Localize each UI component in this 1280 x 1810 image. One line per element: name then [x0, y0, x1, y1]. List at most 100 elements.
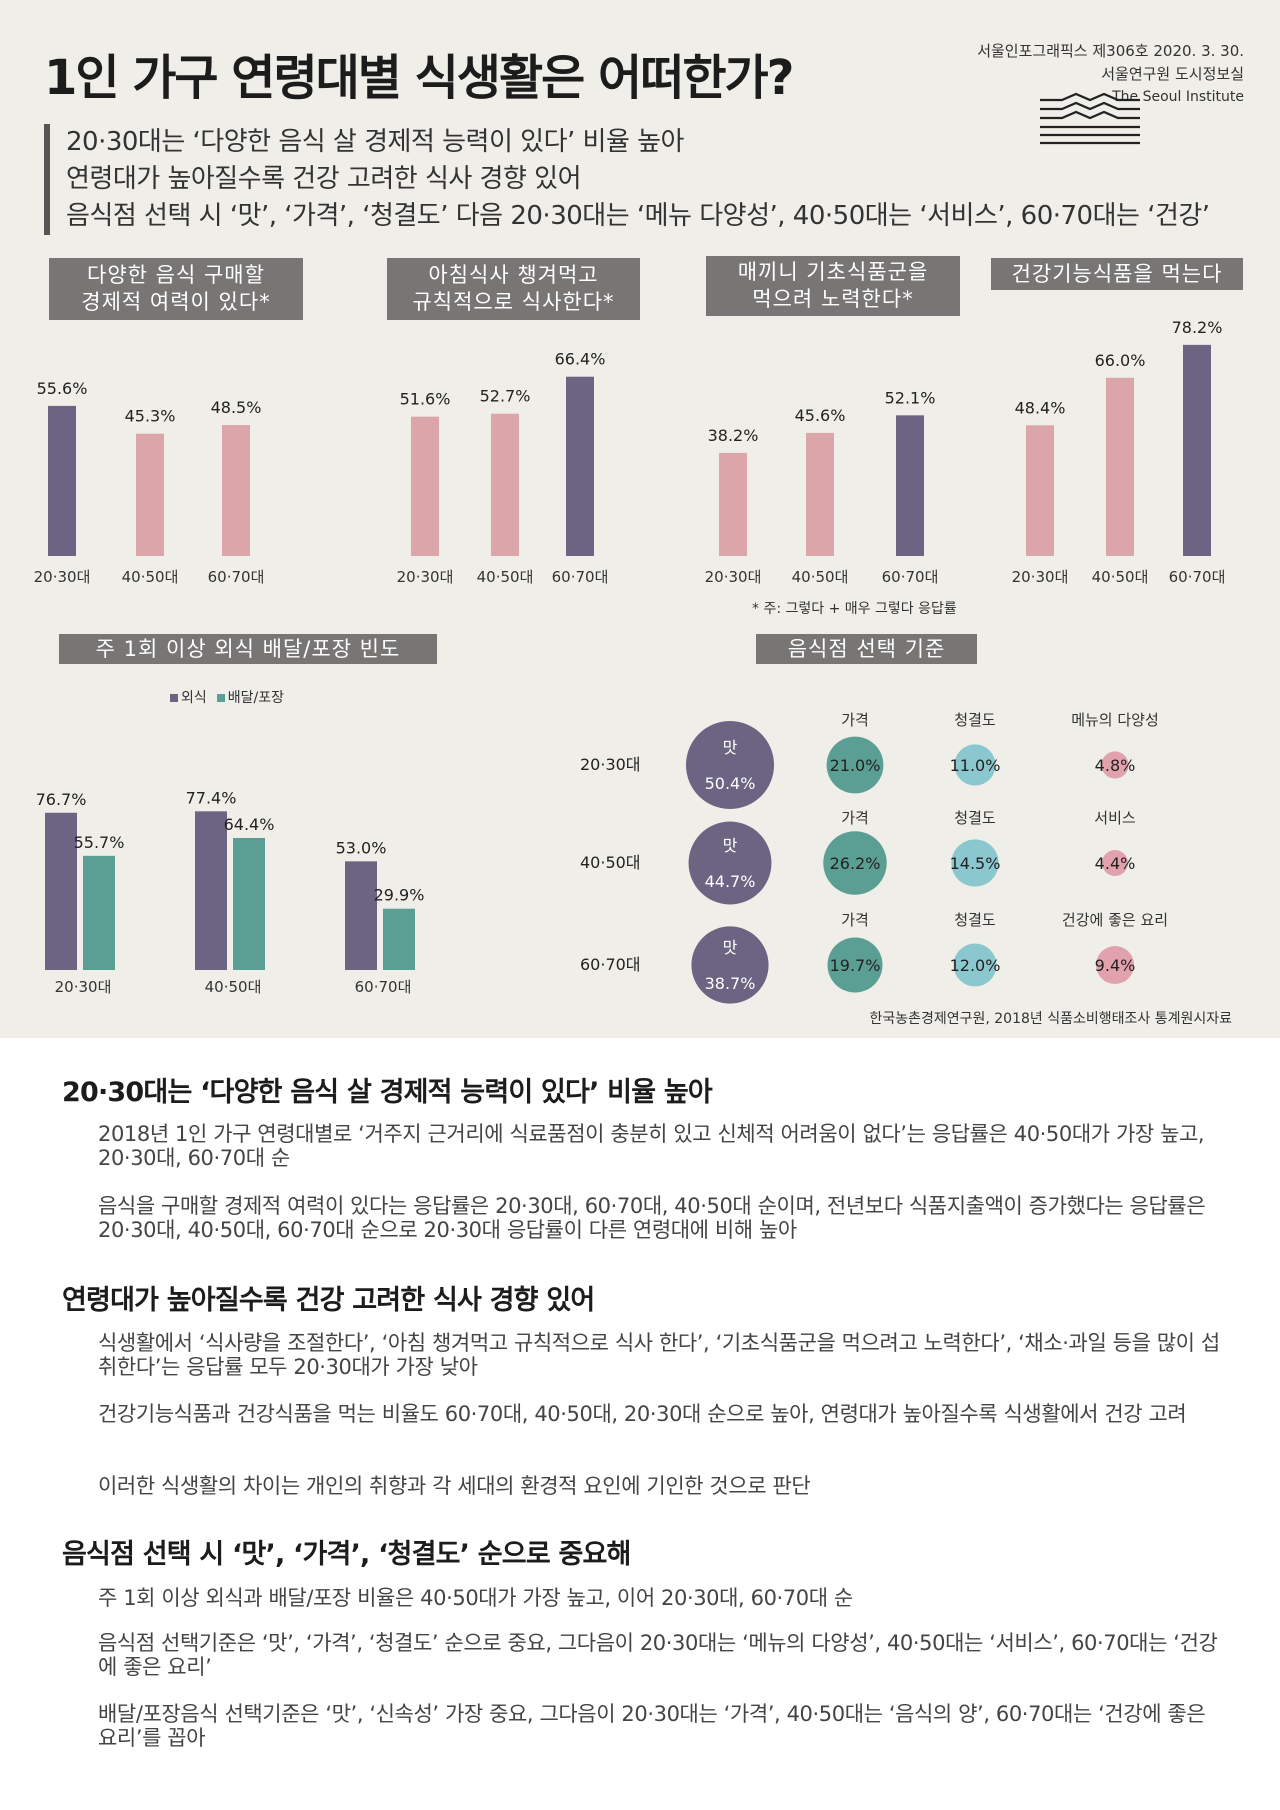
paragraph: 음식을 구매할 경제적 여력이 있다는 응답률은 20·30대, 60·70대,…	[98, 1194, 1206, 1242]
tick-label: 20·30대	[55, 978, 112, 996]
bar-delivery	[383, 908, 415, 970]
source-note: 한국농촌경제연구원, 2018년 식품소비행태조사 통계원시자료	[869, 1011, 1232, 1027]
bubble	[953, 943, 997, 987]
data-label: 48.5%	[211, 398, 262, 417]
paragraph: 2018년 1인 가구 연령대별로 ‘거주지 근거리에 식료품점이 충분히 있고…	[98, 1122, 1205, 1170]
paragraph: 배달/포장음식 선택기준은 ‘맛’, ‘신속성’ 가장 중요, 그다음이 20·…	[98, 1702, 1206, 1750]
bubble	[1101, 849, 1129, 877]
bubble-name: 건강에 좋은 요리	[1062, 911, 1168, 929]
data-label: 51.6%	[400, 390, 451, 409]
department: 서울연구원 도시정보실	[1101, 65, 1244, 83]
page-title: 1인 가구 연령대별 식생활은 어떠한가?	[44, 50, 794, 106]
chart-note: * 주: 그렇다 + 매우 그렇다 응답률	[752, 601, 957, 617]
summary-line: 음식점 선택 시 ‘맛’, ‘가격’, ‘청결도’ 다음 20·30대는 ‘메뉴…	[66, 201, 1210, 231]
paragraph: 주 1회 이상 외식과 배달/포장 비율은 40·50대가 가장 높고, 이어 …	[98, 1586, 853, 1610]
data-label: 55.6%	[37, 379, 88, 398]
chart-title-health-supplements: 건강기능식품을 먹는다	[991, 258, 1243, 290]
tick-label: 60·70대	[355, 978, 412, 996]
data-label: 38.2%	[708, 426, 759, 445]
tick-label: 40·50대	[1092, 568, 1149, 586]
bar	[806, 432, 834, 556]
bar-eat-out	[345, 861, 377, 970]
bar	[1106, 377, 1134, 556]
paragraph: 이러한 식생활의 차이는 개인의 취향과 각 세대의 환경적 요인에 기인한 것…	[98, 1474, 811, 1498]
data-label: 55.7%	[74, 833, 125, 852]
bubble-value: 11.0%	[950, 756, 1001, 775]
bubble	[823, 831, 887, 895]
bubble	[951, 839, 999, 887]
data-label: 45.3%	[125, 407, 176, 426]
bar-delivery	[233, 837, 265, 970]
bubble-value: 14.5%	[950, 854, 1001, 873]
bubble-value: 50.4%	[705, 774, 756, 793]
bubble-name: 가격	[841, 711, 869, 729]
legend-item-delivery: 배달/포장	[216, 687, 284, 707]
data-label: 29.9%	[374, 886, 425, 905]
bubble	[827, 937, 883, 993]
bar-chart-basic-food-groups: 38.2% 20·30대 45.6% 40·50대 52.1% 60·70대	[705, 388, 939, 586]
tick-label: 20·30대	[34, 568, 91, 586]
data-label: 52.7%	[480, 387, 531, 406]
chart-title-restaurant-criteria: 음식점 선택 기준	[756, 634, 977, 664]
data-label: 77.4%	[186, 788, 237, 807]
bubble-name: 서비스	[1094, 809, 1136, 827]
bar	[1026, 425, 1054, 556]
data-label: 52.1%	[885, 388, 936, 407]
bar	[1183, 344, 1211, 556]
section-heading: 20·30대는 ‘다양한 음식 살 경제적 능력이 있다’ 비율 높아	[62, 1077, 713, 1108]
bar	[136, 433, 164, 556]
tick-label: 20·30대	[397, 568, 454, 586]
bubble	[1101, 751, 1129, 779]
bar	[222, 425, 250, 556]
section-heading: 음식점 선택 시 ‘맛’, ‘가격’, ‘청결도’ 순으로 중요해	[62, 1539, 631, 1570]
paragraph: 음식점 선택기준은 ‘맛’, ‘가격’, ‘청결도’ 순으로 중요, 그다음이 …	[98, 1631, 1218, 1679]
grouped-bar-chart-dining-frequency: 76.7% 55.7% 20·30대 77.4% 64.4% 40·50대 53.0% 29.…	[36, 788, 425, 996]
data-label: 48.4%	[1015, 398, 1066, 417]
tick-label: 60·70대	[208, 568, 265, 586]
row-label: 20·30대	[580, 755, 641, 774]
summary-line: 20·30대는 ‘다양한 음식 살 경제적 능력이 있다’ 비율 높아	[66, 127, 684, 157]
tick-label: 40·50대	[122, 568, 179, 586]
bubble	[826, 736, 884, 794]
tick-label: 20·30대	[705, 568, 762, 586]
bar	[566, 376, 594, 556]
bubble	[685, 720, 775, 810]
bubble-value: 4.4%	[1095, 854, 1136, 873]
chart-title-dining-frequency: 주 1회 이상 외식 배달/포장 빈도	[59, 634, 437, 664]
seoul-institute-logo-icon	[1040, 92, 1140, 145]
data-label: 78.2%	[1172, 318, 1223, 337]
bar-chart-health-supplements: 48.4% 20·30대 66.0% 40·50대 78.2% 60·70대	[1012, 318, 1226, 586]
data-label: 66.4%	[555, 350, 606, 369]
tick-label: 40·50대	[477, 568, 534, 586]
bubble-value: 19.7%	[830, 956, 881, 975]
chart-title-basic-food-groups: 매끼니 기초식품군을 먹으려 노력한다*	[706, 256, 960, 316]
bar-chart-regular-breakfast: 51.6% 20·30대 52.7% 40·50대 66.4% 60·70대	[397, 350, 609, 586]
bubble-name: 청결도	[954, 809, 996, 827]
row-label: 60·70대	[580, 955, 641, 974]
data-label: 45.6%	[795, 406, 846, 425]
bar-eat-out	[45, 812, 77, 970]
tick-label: 60·70대	[552, 568, 609, 586]
data-label: 53.0%	[336, 838, 387, 857]
paragraph: 식생활에서 ‘식사량을 조절한다’, ‘아침 챙겨먹고 규칙적으로 식사 한다’…	[98, 1331, 1220, 1379]
bubble	[688, 821, 772, 905]
tick-label: 40·50대	[205, 978, 262, 996]
data-label: 76.7%	[36, 790, 87, 809]
bubble-name: 가격	[841, 911, 869, 929]
bar-eat-out	[195, 811, 227, 970]
tick-label: 40·50대	[792, 568, 849, 586]
data-label: 64.4%	[224, 815, 275, 834]
bubble-value: 38.7%	[705, 974, 756, 993]
tick-label: 20·30대	[1012, 568, 1069, 586]
bar	[48, 405, 76, 556]
paragraph: 건강기능식품과 건강식품을 먹는 비율도 60·70대, 40·50대, 20·…	[98, 1402, 1187, 1426]
data-label: 66.0%	[1095, 351, 1146, 370]
bar	[719, 452, 747, 556]
chart-title-regular-breakfast: 아침식사 챙겨먹고 규칙적으로 식사한다*	[387, 258, 640, 320]
legend-item-eat-out: 외식	[170, 687, 207, 707]
section-heading: 연령대가 높아질수록 건강 고려한 식사 경향 있어	[62, 1285, 595, 1316]
bubble-name: 가격	[841, 809, 869, 827]
bubble	[954, 744, 996, 786]
tick-label: 60·70대	[882, 568, 939, 586]
